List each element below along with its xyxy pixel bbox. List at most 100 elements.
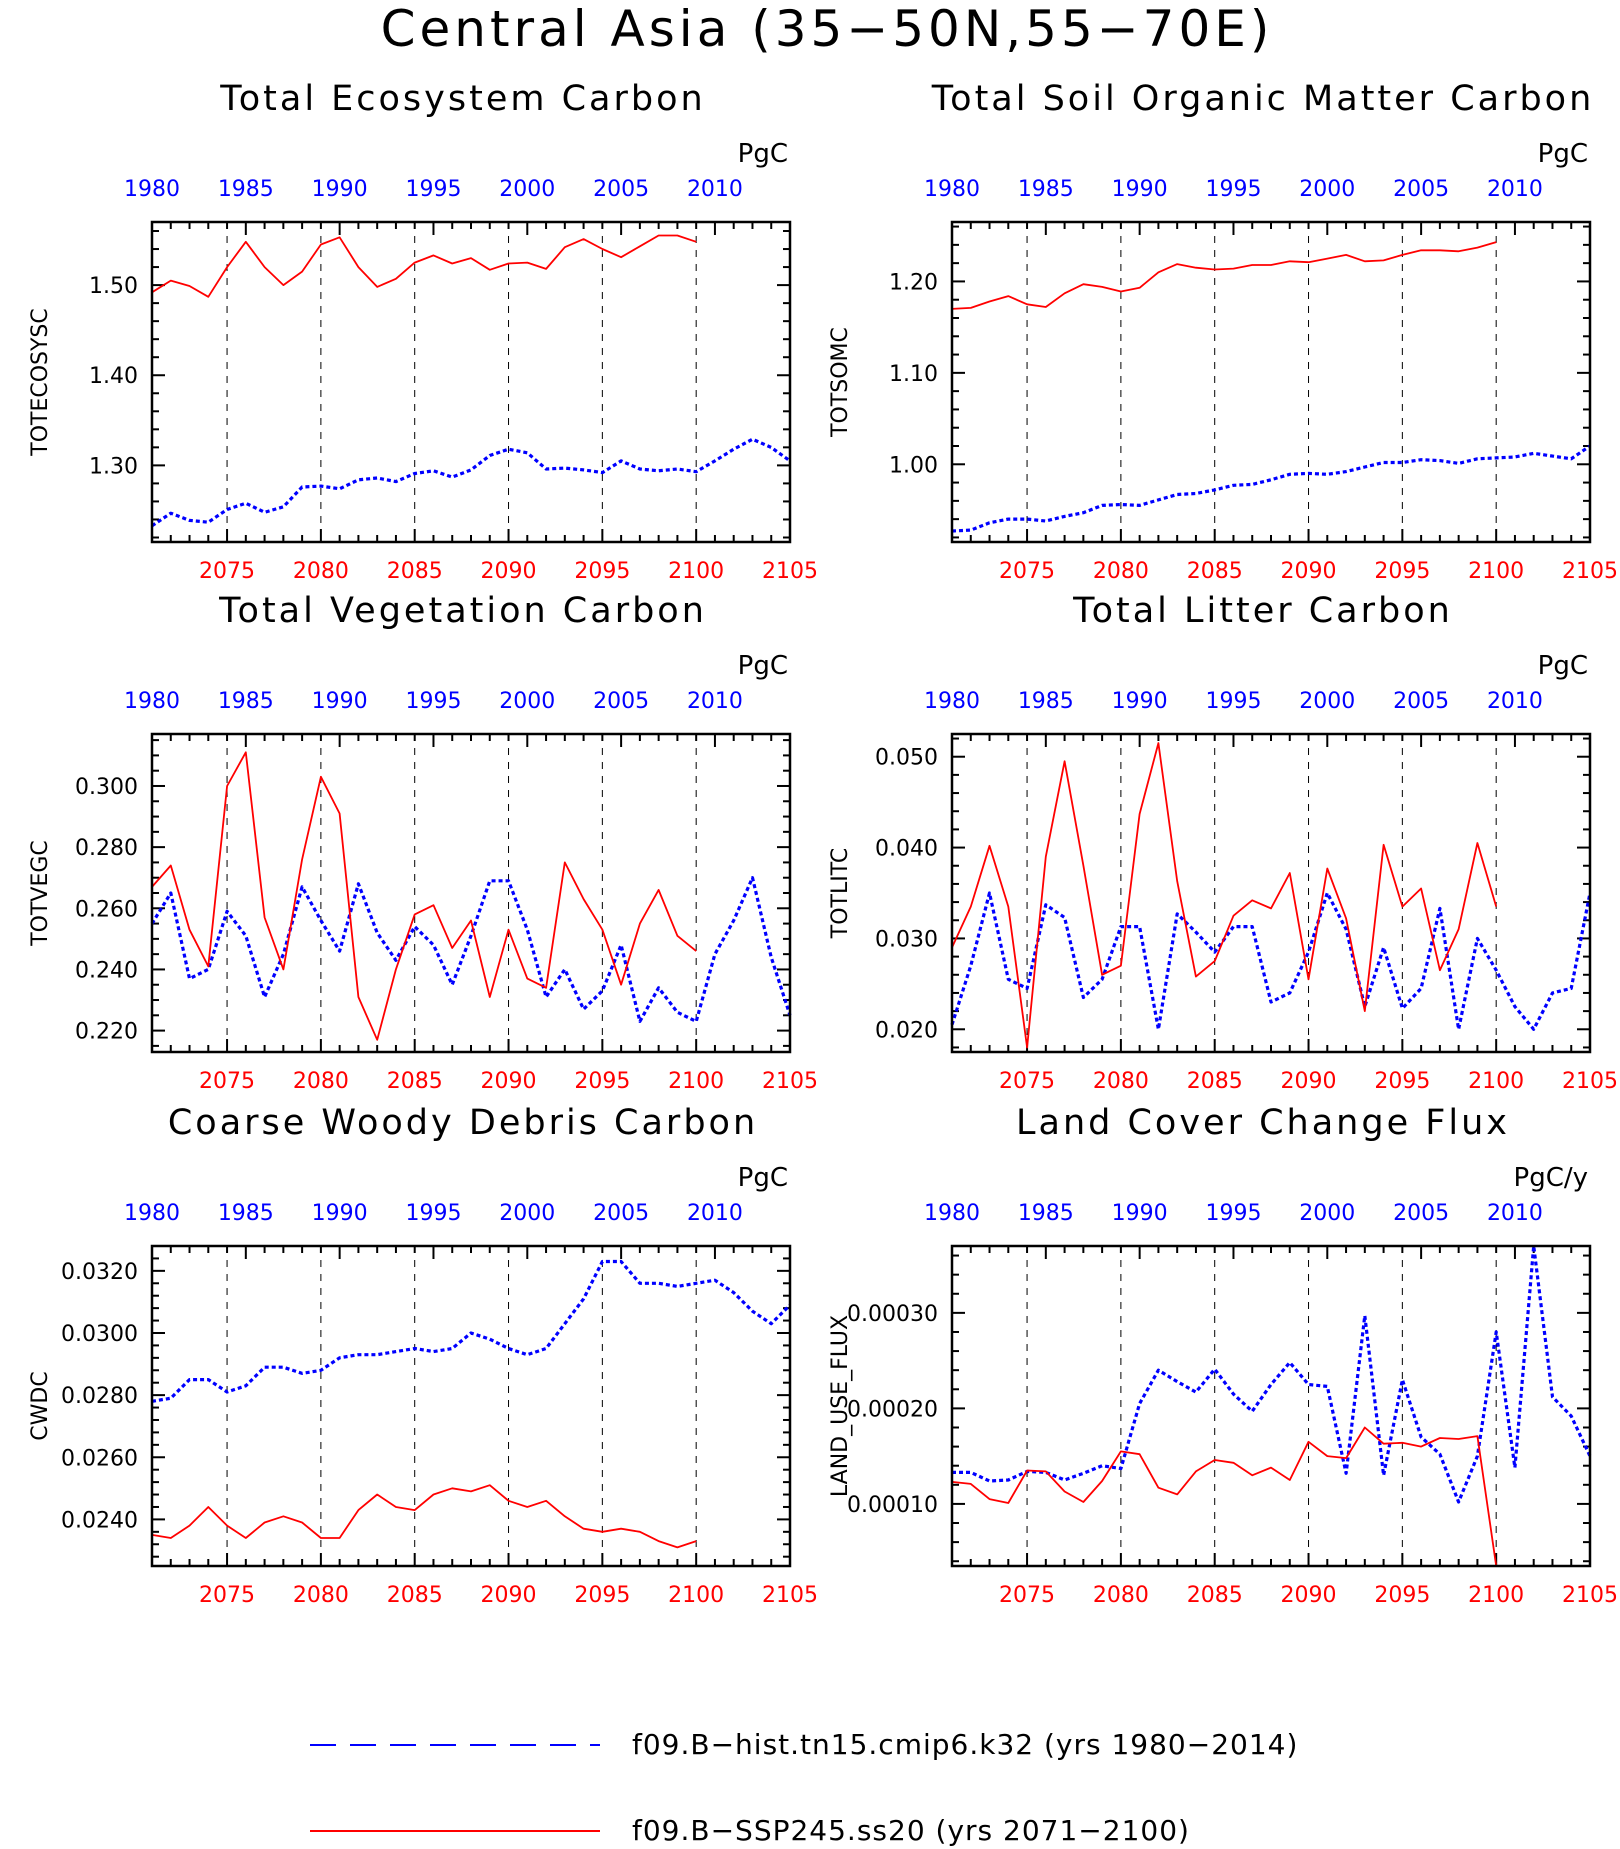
x2-tick-label: 1990 [312, 689, 368, 714]
plot-frame [150, 1244, 792, 1568]
x-tick-label: 2080 [293, 1069, 349, 1094]
x2-tick-label: 1990 [1112, 177, 1168, 202]
x-tick-label: 2080 [293, 1583, 349, 1608]
x-tick-label: 2090 [1281, 1583, 1337, 1608]
x2-tick-label: 1995 [1205, 1201, 1261, 1226]
x-tick-label: 2105 [762, 1583, 818, 1608]
y-tick-label: 0.0300 [61, 1322, 138, 1347]
x-tick-label: 2090 [481, 1583, 537, 1608]
x2-tick-label: 1995 [405, 1201, 461, 1226]
x2-tick-label: 2010 [1487, 689, 1543, 714]
x2-tick-label: 1980 [924, 689, 980, 714]
x-tick-label: 2095 [574, 1069, 630, 1094]
x2-tick-label: 1985 [1018, 177, 1074, 202]
x-tick-label: 2085 [1187, 559, 1243, 584]
x-tick-label: 2090 [481, 1069, 537, 1094]
x2-tick-label: 1980 [124, 689, 180, 714]
y-tick-label: 0.300 [75, 775, 138, 800]
y-tick-label: 0.220 [75, 1020, 138, 1045]
panel-units: PgC [738, 651, 788, 681]
x-tick-label: 2075 [999, 1583, 1055, 1608]
plot-frame [150, 220, 792, 544]
y-tick-label: 0.00010 [847, 1493, 938, 1518]
x2-tick-label: 2000 [499, 1201, 555, 1226]
y-tick-label: 0.0320 [61, 1260, 138, 1285]
x2-tick-label: 2005 [593, 1201, 649, 1226]
panel-ylabel: TOTLITC [828, 848, 853, 939]
y-tick-label: 1.40 [89, 364, 138, 389]
panel-ylabel: TOTVEGC [28, 840, 53, 947]
plot-frame [150, 732, 792, 1054]
x-tick-label: 2085 [387, 559, 443, 584]
x2-tick-label: 2005 [1393, 1201, 1449, 1226]
series-line-ssp [951, 241, 1497, 310]
x2-tick-label: 1985 [1018, 689, 1074, 714]
x2-tick-label: 2005 [1393, 689, 1449, 714]
series-line-hist [150, 876, 792, 1024]
x-tick-label: 2095 [574, 559, 630, 584]
y-tick-label: 0.280 [75, 836, 138, 861]
panel-2: Total Soil Organic Matter Carbon PgC TOTSO… [828, 79, 1618, 584]
x2-tick-label: 1990 [312, 177, 368, 202]
x2-tick-label: 2000 [499, 689, 555, 714]
x-tick-label: 2105 [762, 559, 818, 584]
panel-4: Total Litter Carbon PgC TOTLITC 2075 2080 208… [828, 591, 1618, 1094]
x-tick-label: 2100 [1468, 559, 1524, 584]
series-line-hist [151, 1259, 792, 1403]
panel-title: Total Soil Organic Matter Carbon [931, 79, 1595, 119]
y-tick-label: 0.040 [875, 837, 938, 862]
x-tick-label: 2100 [1468, 1583, 1524, 1608]
legend: f09.B−hist.tn15.cmip6.k32 (yrs 1980−2014… [310, 1728, 1298, 1847]
x-tick-label: 2075 [199, 559, 255, 584]
series-line-ssp [951, 742, 1498, 1049]
x2-tick-label: 1980 [124, 1201, 180, 1226]
x2-tick-label: 2005 [593, 177, 649, 202]
x-tick-label: 2080 [1093, 1069, 1149, 1094]
series-line-hist [952, 1244, 1592, 1504]
x2-tick-label: 1985 [218, 177, 274, 202]
x2-tick-label: 1995 [405, 177, 461, 202]
y-tick-label: 1.20 [889, 270, 938, 295]
x-tick-label: 2100 [668, 1583, 724, 1608]
x-tick-label: 2090 [481, 559, 537, 584]
panel-1: Total Ecosystem Carbon PgC TOTECOSYSC 2075 2… [28, 79, 818, 584]
x2-tick-label: 2010 [1487, 177, 1543, 202]
y-tick-label: 0.020 [875, 1018, 938, 1043]
x2-tick-label: 2005 [593, 689, 649, 714]
series-line-ssp [151, 234, 697, 298]
panel-ylabel: TOTSOMC [828, 327, 853, 438]
x-tick-label: 2085 [387, 1069, 443, 1094]
y-tick-label: 0.030 [875, 927, 938, 952]
panel-ylabel: LAND_USE_FLUX [828, 1315, 853, 1497]
panel-ylabel: CWDC [28, 1371, 53, 1440]
x-tick-label: 2105 [1562, 559, 1618, 584]
plot-frame [950, 732, 1592, 1054]
panel-units: PgC/y [1514, 1163, 1588, 1193]
legend-label-ssp: f09.B−SSP245.ss20 (yrs 2071−2100) [632, 1814, 1190, 1847]
x2-tick-label: 1985 [1018, 1201, 1074, 1226]
x2-tick-label: 1980 [924, 177, 980, 202]
x-tick-label: 2095 [1374, 1583, 1430, 1608]
panel-5: Coarse Woody Debris Carbon PgC CWDC 2075 208… [28, 1103, 818, 1608]
x2-tick-label: 1995 [405, 689, 461, 714]
series-line-hist [951, 444, 1591, 533]
x2-tick-label: 1995 [1205, 689, 1261, 714]
legend-label-hist: f09.B−hist.tn15.cmip6.k32 (yrs 1980−2014… [632, 1728, 1298, 1761]
x-tick-label: 2085 [387, 1583, 443, 1608]
x-tick-label: 2105 [1562, 1583, 1618, 1608]
y-tick-label: 0.0240 [61, 1508, 138, 1533]
panel-title: Coarse Woody Debris Carbon [168, 1103, 758, 1143]
x-tick-label: 2090 [1281, 559, 1337, 584]
x2-tick-label: 1990 [1112, 689, 1168, 714]
x-tick-label: 2100 [668, 1069, 724, 1094]
panels: Total Ecosystem Carbon PgC TOTECOSYSC 2075 2… [28, 79, 1618, 1608]
y-tick-label: 1.10 [889, 362, 938, 387]
panel-units: PgC [1538, 139, 1588, 169]
x2-tick-label: 2005 [1393, 177, 1449, 202]
series-line-hist [950, 891, 1592, 1031]
x-tick-label: 2085 [1187, 1069, 1243, 1094]
x2-tick-label: 1980 [924, 1201, 980, 1226]
panel-units: PgC [1538, 651, 1588, 681]
